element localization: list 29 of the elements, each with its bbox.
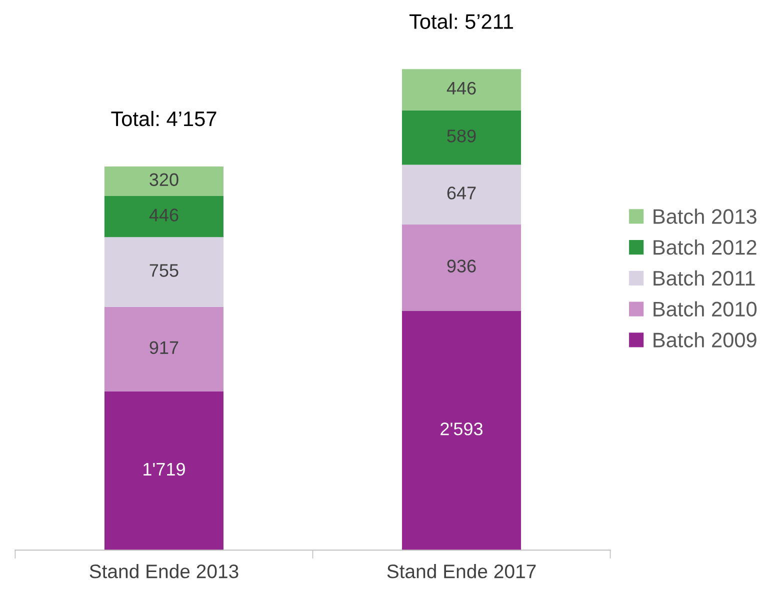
bar	[104, 237, 224, 307]
data-label: 647	[447, 186, 476, 200]
bar	[104, 391, 224, 550]
bar	[402, 224, 522, 311]
data-label: 1'719	[144, 462, 185, 476]
total-label: Total: 5’211	[409, 14, 514, 29]
data-label: 446	[149, 208, 178, 222]
total-label: Total: 4’157	[111, 110, 216, 126]
legend-label: Batch 2010	[654, 301, 757, 317]
data-label: 917	[150, 341, 178, 354]
x-tick-label: Stand Ende 2013	[90, 564, 238, 578]
bar	[402, 69, 522, 110]
legend-label: Batch 2013	[654, 208, 756, 224]
data-label: 589	[447, 130, 476, 142]
bar	[402, 164, 522, 224]
bar	[402, 310, 522, 550]
bar	[402, 110, 522, 165]
bar	[104, 166, 224, 196]
legend-label: Batch 2012	[654, 239, 756, 255]
data-label: 446	[446, 82, 476, 95]
legend-label: Batch 2009	[654, 332, 756, 348]
data-label: 936	[447, 260, 476, 272]
data-label: 755	[150, 264, 178, 277]
data-label: 2'593	[440, 422, 483, 436]
x-tick-label: Stand Ende 2017	[387, 564, 536, 578]
data-label: 320	[150, 173, 178, 186]
bar	[104, 306, 224, 392]
bar	[104, 196, 224, 238]
legend-label: Batch 2011	[654, 270, 755, 286]
